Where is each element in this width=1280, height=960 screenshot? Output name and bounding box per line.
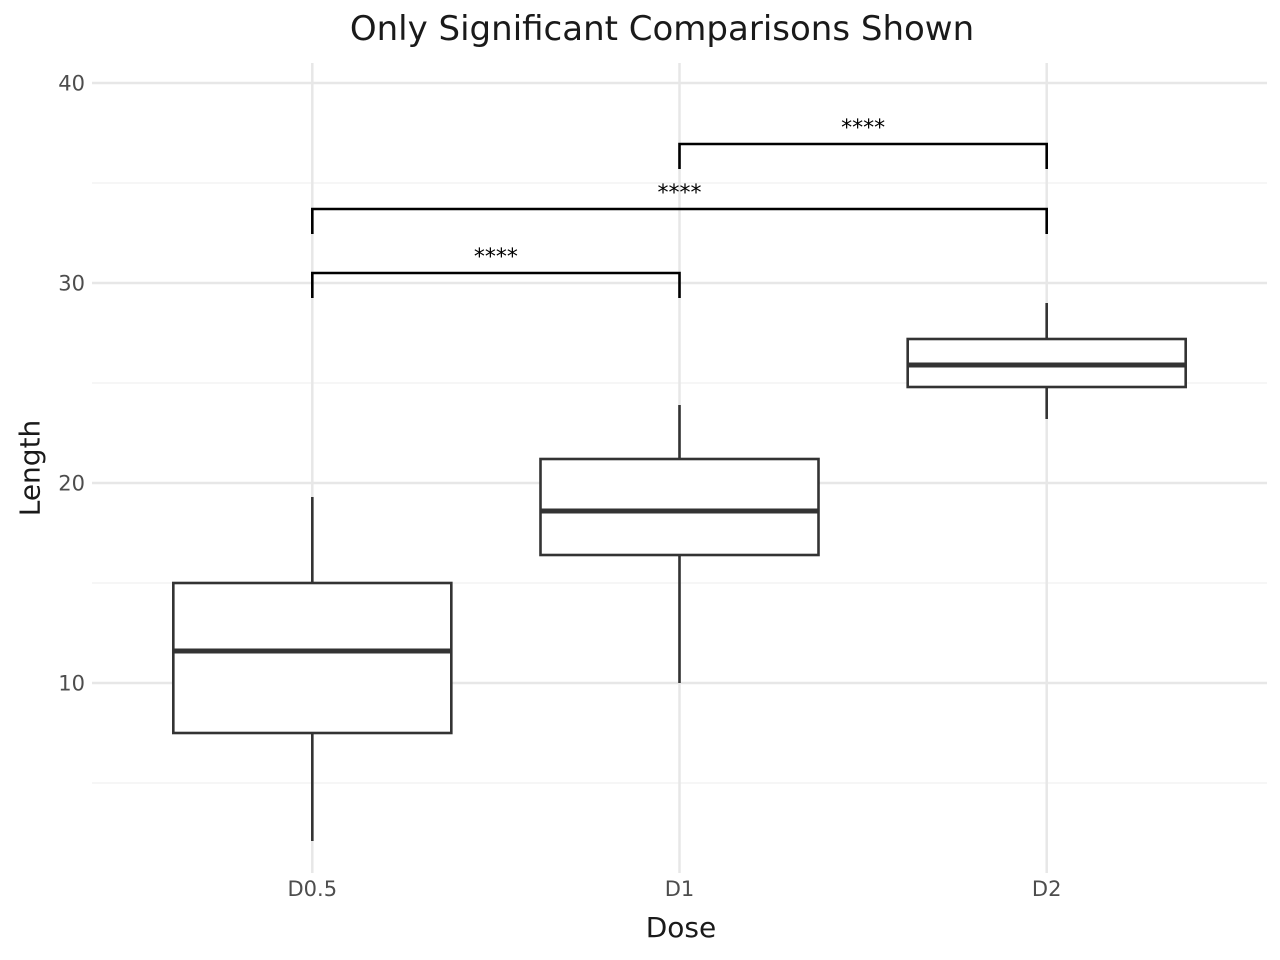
significance-label: ****: [474, 245, 518, 270]
y-tick-label: 10: [58, 672, 85, 696]
chart-title: Only Significant Comparisons Shown: [349, 9, 975, 49]
box-rect: [539, 457, 820, 557]
x-tick-label: D1: [665, 877, 695, 901]
y-tick-label: 20: [58, 472, 85, 496]
x-tick-label: D0.5: [288, 877, 338, 901]
significance-bracket: [311, 271, 681, 298]
significance-bracket: [678, 142, 1048, 169]
y-tick-label: 30: [58, 272, 85, 296]
significance-bracket: [311, 207, 1048, 234]
significance-label: ****: [658, 181, 702, 206]
box-rect: [172, 581, 453, 735]
x-tick-label: D2: [1032, 877, 1062, 901]
x-axis-title: Dose: [645, 911, 717, 944]
significance-label: ****: [841, 116, 885, 141]
y-tick-label: 40: [58, 72, 85, 96]
